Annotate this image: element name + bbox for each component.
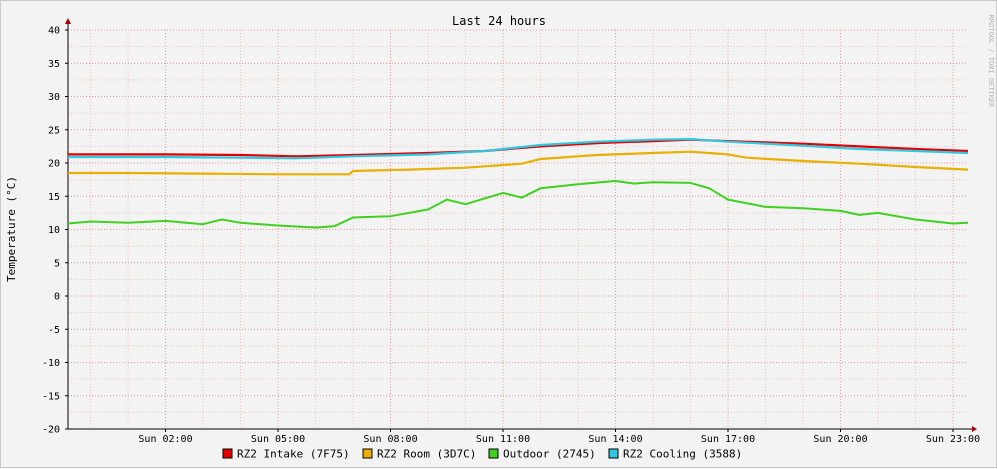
legend-swatch xyxy=(488,448,499,459)
y-axis-label: Temperature (°C) xyxy=(5,176,18,282)
legend-swatch xyxy=(222,448,233,459)
series-line-4 xyxy=(68,138,969,160)
y-tick-label: 5 xyxy=(54,258,60,269)
x-axis-arrow xyxy=(972,426,977,432)
x-tick-label: Sun 05:00 xyxy=(251,434,305,445)
series-lines xyxy=(67,138,969,229)
series-line-3 xyxy=(67,180,969,229)
y-tick-label: 20 xyxy=(48,159,60,170)
y-tick-label: 25 xyxy=(48,125,60,136)
x-tick-label: Sun 23:00 xyxy=(926,434,980,445)
x-tick-label: Sun 20:00 xyxy=(813,434,867,445)
y-tick-label: -10 xyxy=(42,358,60,369)
x-tick-label: Sun 17:00 xyxy=(701,434,755,445)
y-tick-label: 40 xyxy=(48,26,60,37)
legend-label: RZ2 Cooling (3588) xyxy=(623,448,742,461)
y-tick-label: 15 xyxy=(48,192,60,203)
x-tick-labels: Sun 02:00 Sun 05:00 Sun 08:00 Sun 11:00 Sun … xyxy=(138,434,980,445)
x-tick-label: Sun 08:00 xyxy=(363,434,417,445)
y-tick-label: -20 xyxy=(42,425,60,436)
watermark: RRDTOOL / TOBI OETIKER xyxy=(987,15,995,109)
legend: RZ2 Intake (7F75) RZ2 Room (3D7C) Outdoor … xyxy=(222,448,742,461)
legend-swatch xyxy=(608,448,619,459)
series-line-2 xyxy=(68,150,969,176)
x-tick-label: Sun 02:00 xyxy=(138,434,192,445)
series-line-1 xyxy=(68,138,969,158)
y-tick-label: 0 xyxy=(54,292,60,303)
y-tick-label: 30 xyxy=(48,92,60,103)
legend-label: RZ2 Room (3D7C) xyxy=(377,448,476,461)
chart-title: Last 24 hours xyxy=(452,14,546,28)
y-tick-label: 35 xyxy=(48,59,60,70)
legend-label: Outdoor (2745) xyxy=(503,448,596,461)
y-axis-arrow xyxy=(65,18,71,24)
axes xyxy=(65,18,977,432)
legend-swatch xyxy=(362,448,373,459)
x-tick-label: Sun 11:00 xyxy=(476,434,530,445)
y-tick-labels: 40 35 30 25 20 15 10 5 0 -5 -10 -15 -20 xyxy=(42,26,60,436)
y-tick-label: -5 xyxy=(48,325,60,336)
x-tick-label: Sun 14:00 xyxy=(588,434,642,445)
y-tick-label: 10 xyxy=(48,225,60,236)
y-tick-label: -15 xyxy=(42,391,60,402)
legend-label: RZ2 Intake (7F75) xyxy=(237,448,350,461)
